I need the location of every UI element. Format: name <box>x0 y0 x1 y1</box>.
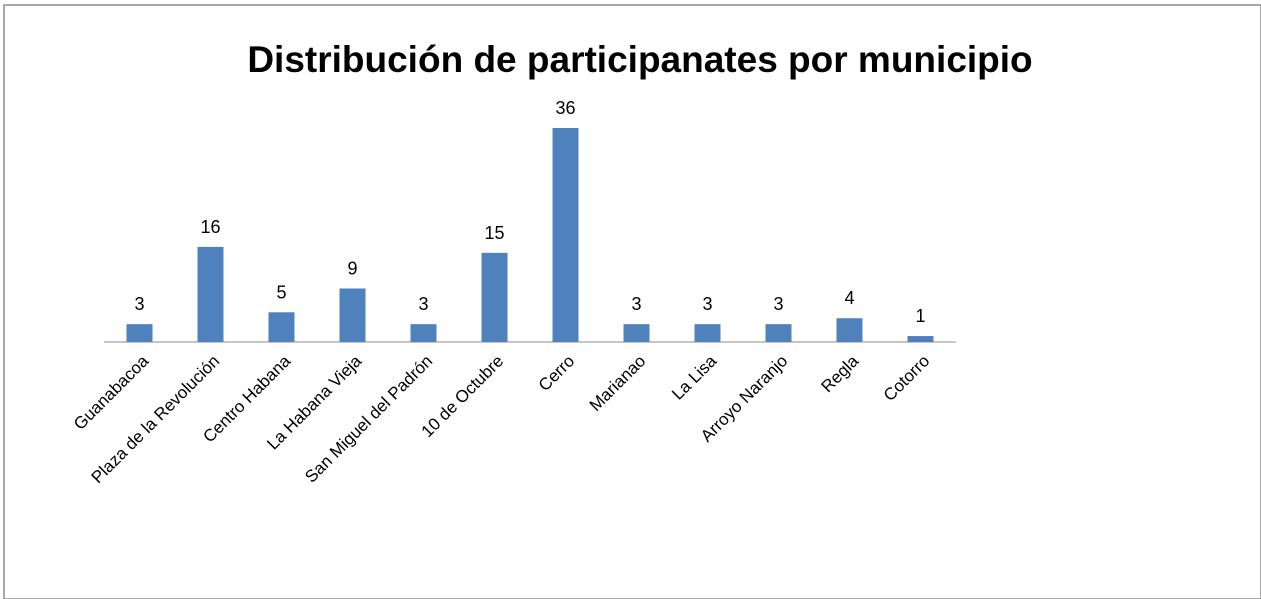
data-label: 1 <box>915 306 925 326</box>
bar <box>765 324 792 342</box>
data-label: 3 <box>631 294 641 314</box>
bar <box>197 246 224 342</box>
bar <box>410 324 437 342</box>
chart-title: Distribución de participanates por munic… <box>247 39 1032 80</box>
data-label: 9 <box>347 259 357 279</box>
bar <box>552 128 579 342</box>
bar <box>339 288 366 342</box>
bar <box>268 312 295 342</box>
data-label: 3 <box>702 294 712 314</box>
bar <box>623 324 650 342</box>
data-label: 4 <box>844 288 854 308</box>
data-label: 16 <box>200 217 220 237</box>
bar <box>126 324 153 342</box>
bar <box>836 318 863 342</box>
bar <box>481 252 508 342</box>
data-label: 5 <box>276 282 286 302</box>
data-label: 36 <box>555 98 575 118</box>
data-label: 15 <box>484 223 504 243</box>
bar <box>907 336 934 342</box>
bar <box>694 324 721 342</box>
data-label: 3 <box>134 294 144 314</box>
data-label: 3 <box>418 294 428 314</box>
data-label: 3 <box>773 294 783 314</box>
